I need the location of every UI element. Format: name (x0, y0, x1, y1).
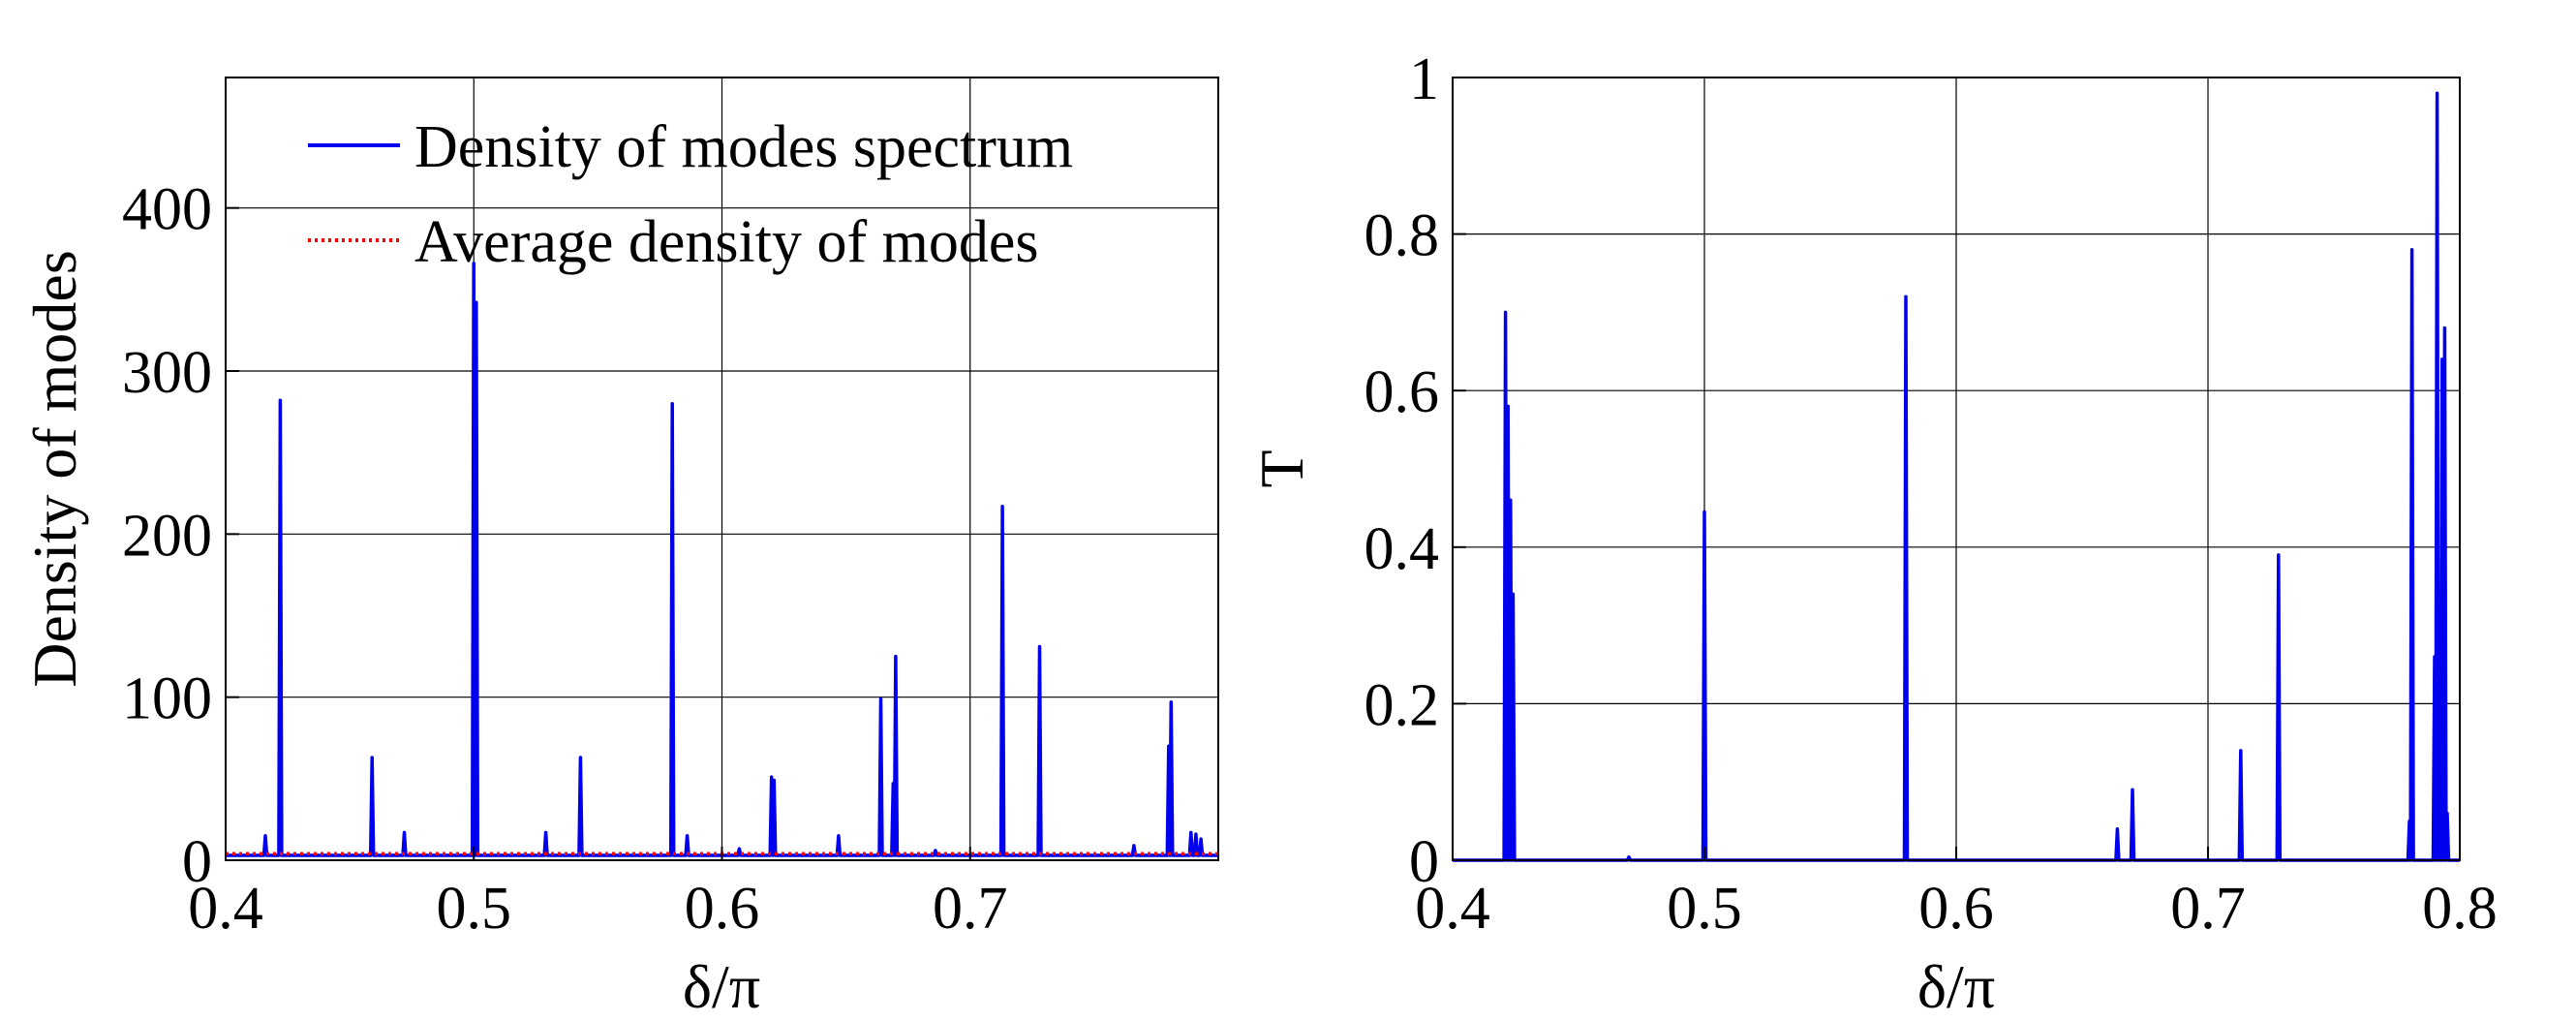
grid-lines-right (1453, 77, 2460, 860)
y-tick-label: 0.2 (1365, 672, 1440, 738)
x-axis-label-right: δ/π (1917, 952, 1995, 1021)
x-tick-label: 0.4 (188, 876, 263, 942)
y-tick-label: 0.6 (1365, 359, 1440, 425)
y-tick-label: 400 (122, 177, 212, 243)
y-axis-label-left: Density of modes (20, 250, 89, 688)
x-tick-label: 0.7 (933, 876, 1008, 942)
legend-label-spectrum: Density of modes spectrum (414, 114, 1073, 180)
x-tick-label: 0.7 (2170, 876, 2246, 942)
ticks-left: 0.4 0.5 0.6 0.7 0 100 200 300 400 (122, 177, 1008, 942)
grid-lines-left (226, 77, 1218, 860)
ticks-right: 0.4 0.5 0.6 0.7 0.8 0 0.2 0.4 0.6 0.8 1 (1365, 46, 2498, 942)
x-axis-label-left: δ/π (683, 952, 760, 1021)
y-tick-label: 200 (122, 503, 212, 569)
legend: Density of modes spectrum Average densit… (308, 114, 1073, 275)
x-tick-label: 0.6 (1918, 876, 1994, 942)
x-tick-label: 0.6 (685, 876, 760, 942)
chart-density-of-modes: 0.4 0.5 0.6 0.7 0 100 200 300 400 δ/π Density of… (20, 77, 1219, 1021)
x-tick-label: 0.4 (1415, 876, 1490, 942)
chart-transmission: 0.4 0.5 0.6 0.7 0.8 0 0.2 0.4 0.6 0.8 1 δ/π T (1247, 46, 2498, 1021)
x-tick-label: 0.5 (437, 876, 512, 942)
y-tick-label: 0.4 (1365, 516, 1440, 582)
y-tick-label: 0.8 (1365, 203, 1440, 269)
y-tick-label: 300 (122, 340, 212, 406)
x-tick-label: 0.8 (2422, 876, 2498, 942)
y-tick-label: 1 (1409, 46, 1439, 112)
series-line (226, 262, 1218, 857)
x-tick-label: 0.5 (1667, 876, 1742, 942)
y-axis-label-right: T (1247, 449, 1316, 487)
y-tick-label: 100 (122, 666, 212, 732)
y-tick-label: 0 (1409, 829, 1439, 895)
legend-label-average: Average density of modes (414, 209, 1039, 275)
y-tick-label: 0 (182, 829, 212, 895)
